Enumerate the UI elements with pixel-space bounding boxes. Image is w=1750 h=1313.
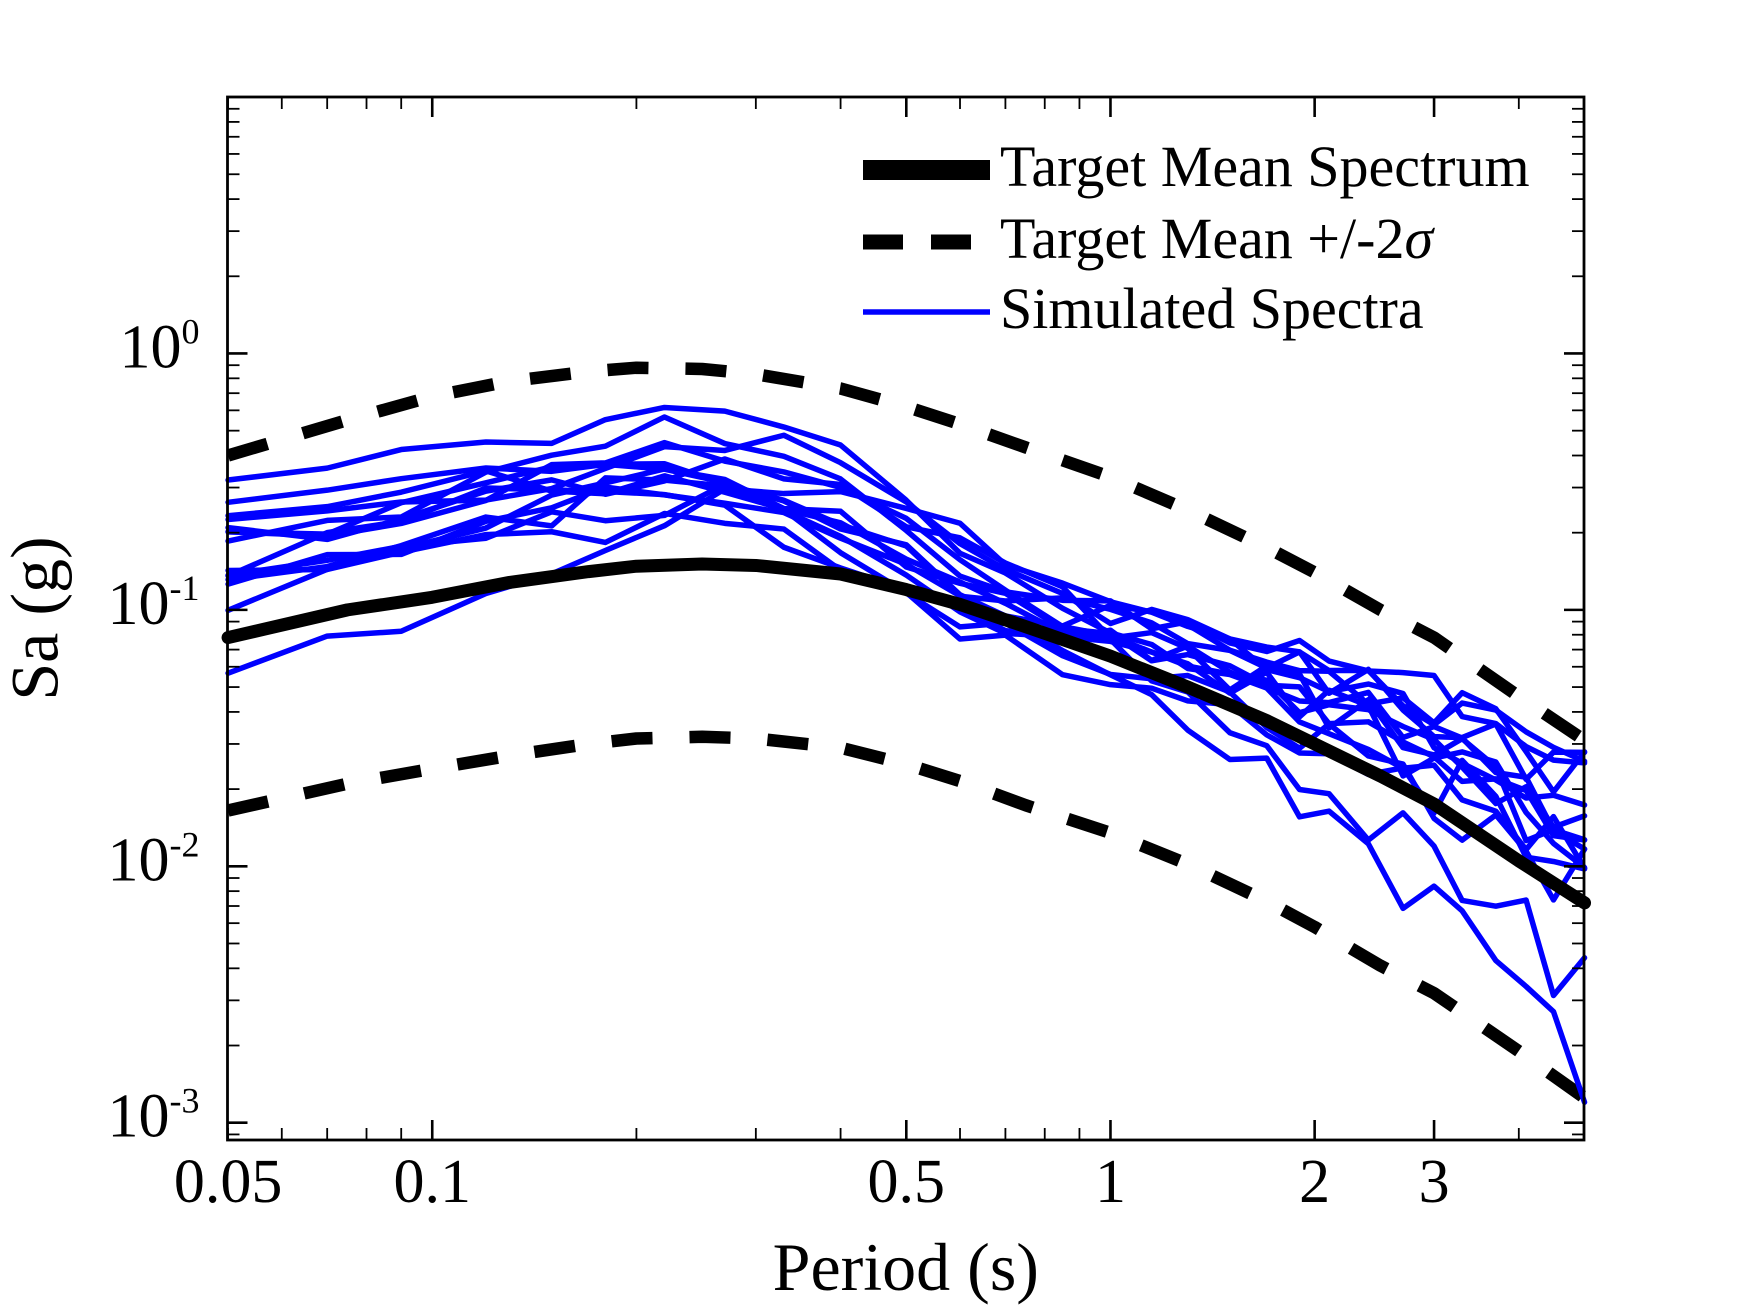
svg-text:2: 2 bbox=[1299, 1148, 1330, 1216]
svg-text:Target Mean Spectrum: Target Mean Spectrum bbox=[1000, 134, 1530, 199]
svg-text:0.5: 0.5 bbox=[868, 1148, 946, 1216]
svg-text:0.1: 0.1 bbox=[393, 1148, 471, 1216]
svg-text:Period (s): Period (s) bbox=[773, 1229, 1039, 1305]
svg-text:Simulated Spectra: Simulated Spectra bbox=[1000, 276, 1424, 341]
svg-text:3: 3 bbox=[1419, 1148, 1450, 1216]
svg-text:0.05: 0.05 bbox=[174, 1148, 283, 1216]
svg-text:Sa (g): Sa (g) bbox=[0, 536, 73, 700]
svg-text:Target Mean +/-2σ: Target Mean +/-2σ bbox=[1000, 206, 1435, 271]
svg-text:1: 1 bbox=[1095, 1148, 1126, 1216]
